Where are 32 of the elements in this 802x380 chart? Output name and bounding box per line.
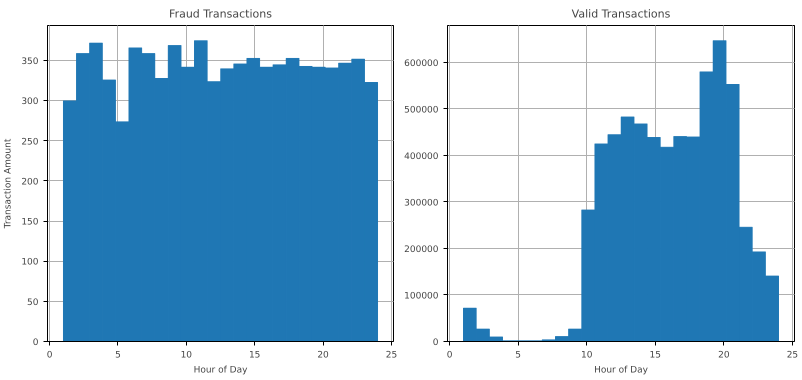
x-tick-label: 15	[248, 350, 260, 360]
y-tick-label: 500000	[404, 105, 439, 116]
y-tick-label: 200000	[404, 244, 439, 255]
x-axis-title: Hour of Day	[194, 366, 248, 376]
y-tick-label: 100000	[404, 291, 439, 302]
x-tick-label: 5	[515, 350, 522, 360]
x-tick-label: 20	[317, 350, 330, 360]
y-tick-label: 350	[21, 57, 39, 68]
y-tick-label: 0	[32, 338, 39, 348]
y-tick-label: 300	[21, 97, 39, 108]
x-tick-label: 10	[180, 350, 192, 360]
x-tick-label: 10	[580, 350, 593, 360]
y-tick-label: 300000	[404, 198, 439, 208]
x-tick-label: 25	[786, 350, 798, 360]
y-tick-label: 200	[21, 177, 39, 188]
y-tick-label: 600000	[404, 58, 439, 69]
y-tick-label: 50	[27, 298, 39, 308]
y-tick-label: 150	[21, 218, 39, 228]
y-tick-label: 250	[21, 137, 39, 148]
x-tick-label: 0	[46, 350, 53, 360]
x-tick-label: 15	[650, 350, 662, 360]
x-tick-label: 25	[386, 350, 398, 360]
y-tick-label: 100	[21, 258, 39, 268]
x-tick-label: 20	[718, 350, 730, 360]
x-axis-title: Hour of Day	[594, 366, 649, 376]
x-tick-label: 5	[115, 350, 121, 360]
y-tick-label: 400000	[404, 152, 439, 162]
chart-title: Fraud Transactions	[169, 8, 272, 20]
chart-title: Valid Transactions	[572, 8, 671, 20]
y-axis-title: Transaction Amount	[3, 138, 14, 230]
y-tick-label: 0	[432, 338, 439, 348]
x-tick-label: 0	[446, 350, 453, 360]
